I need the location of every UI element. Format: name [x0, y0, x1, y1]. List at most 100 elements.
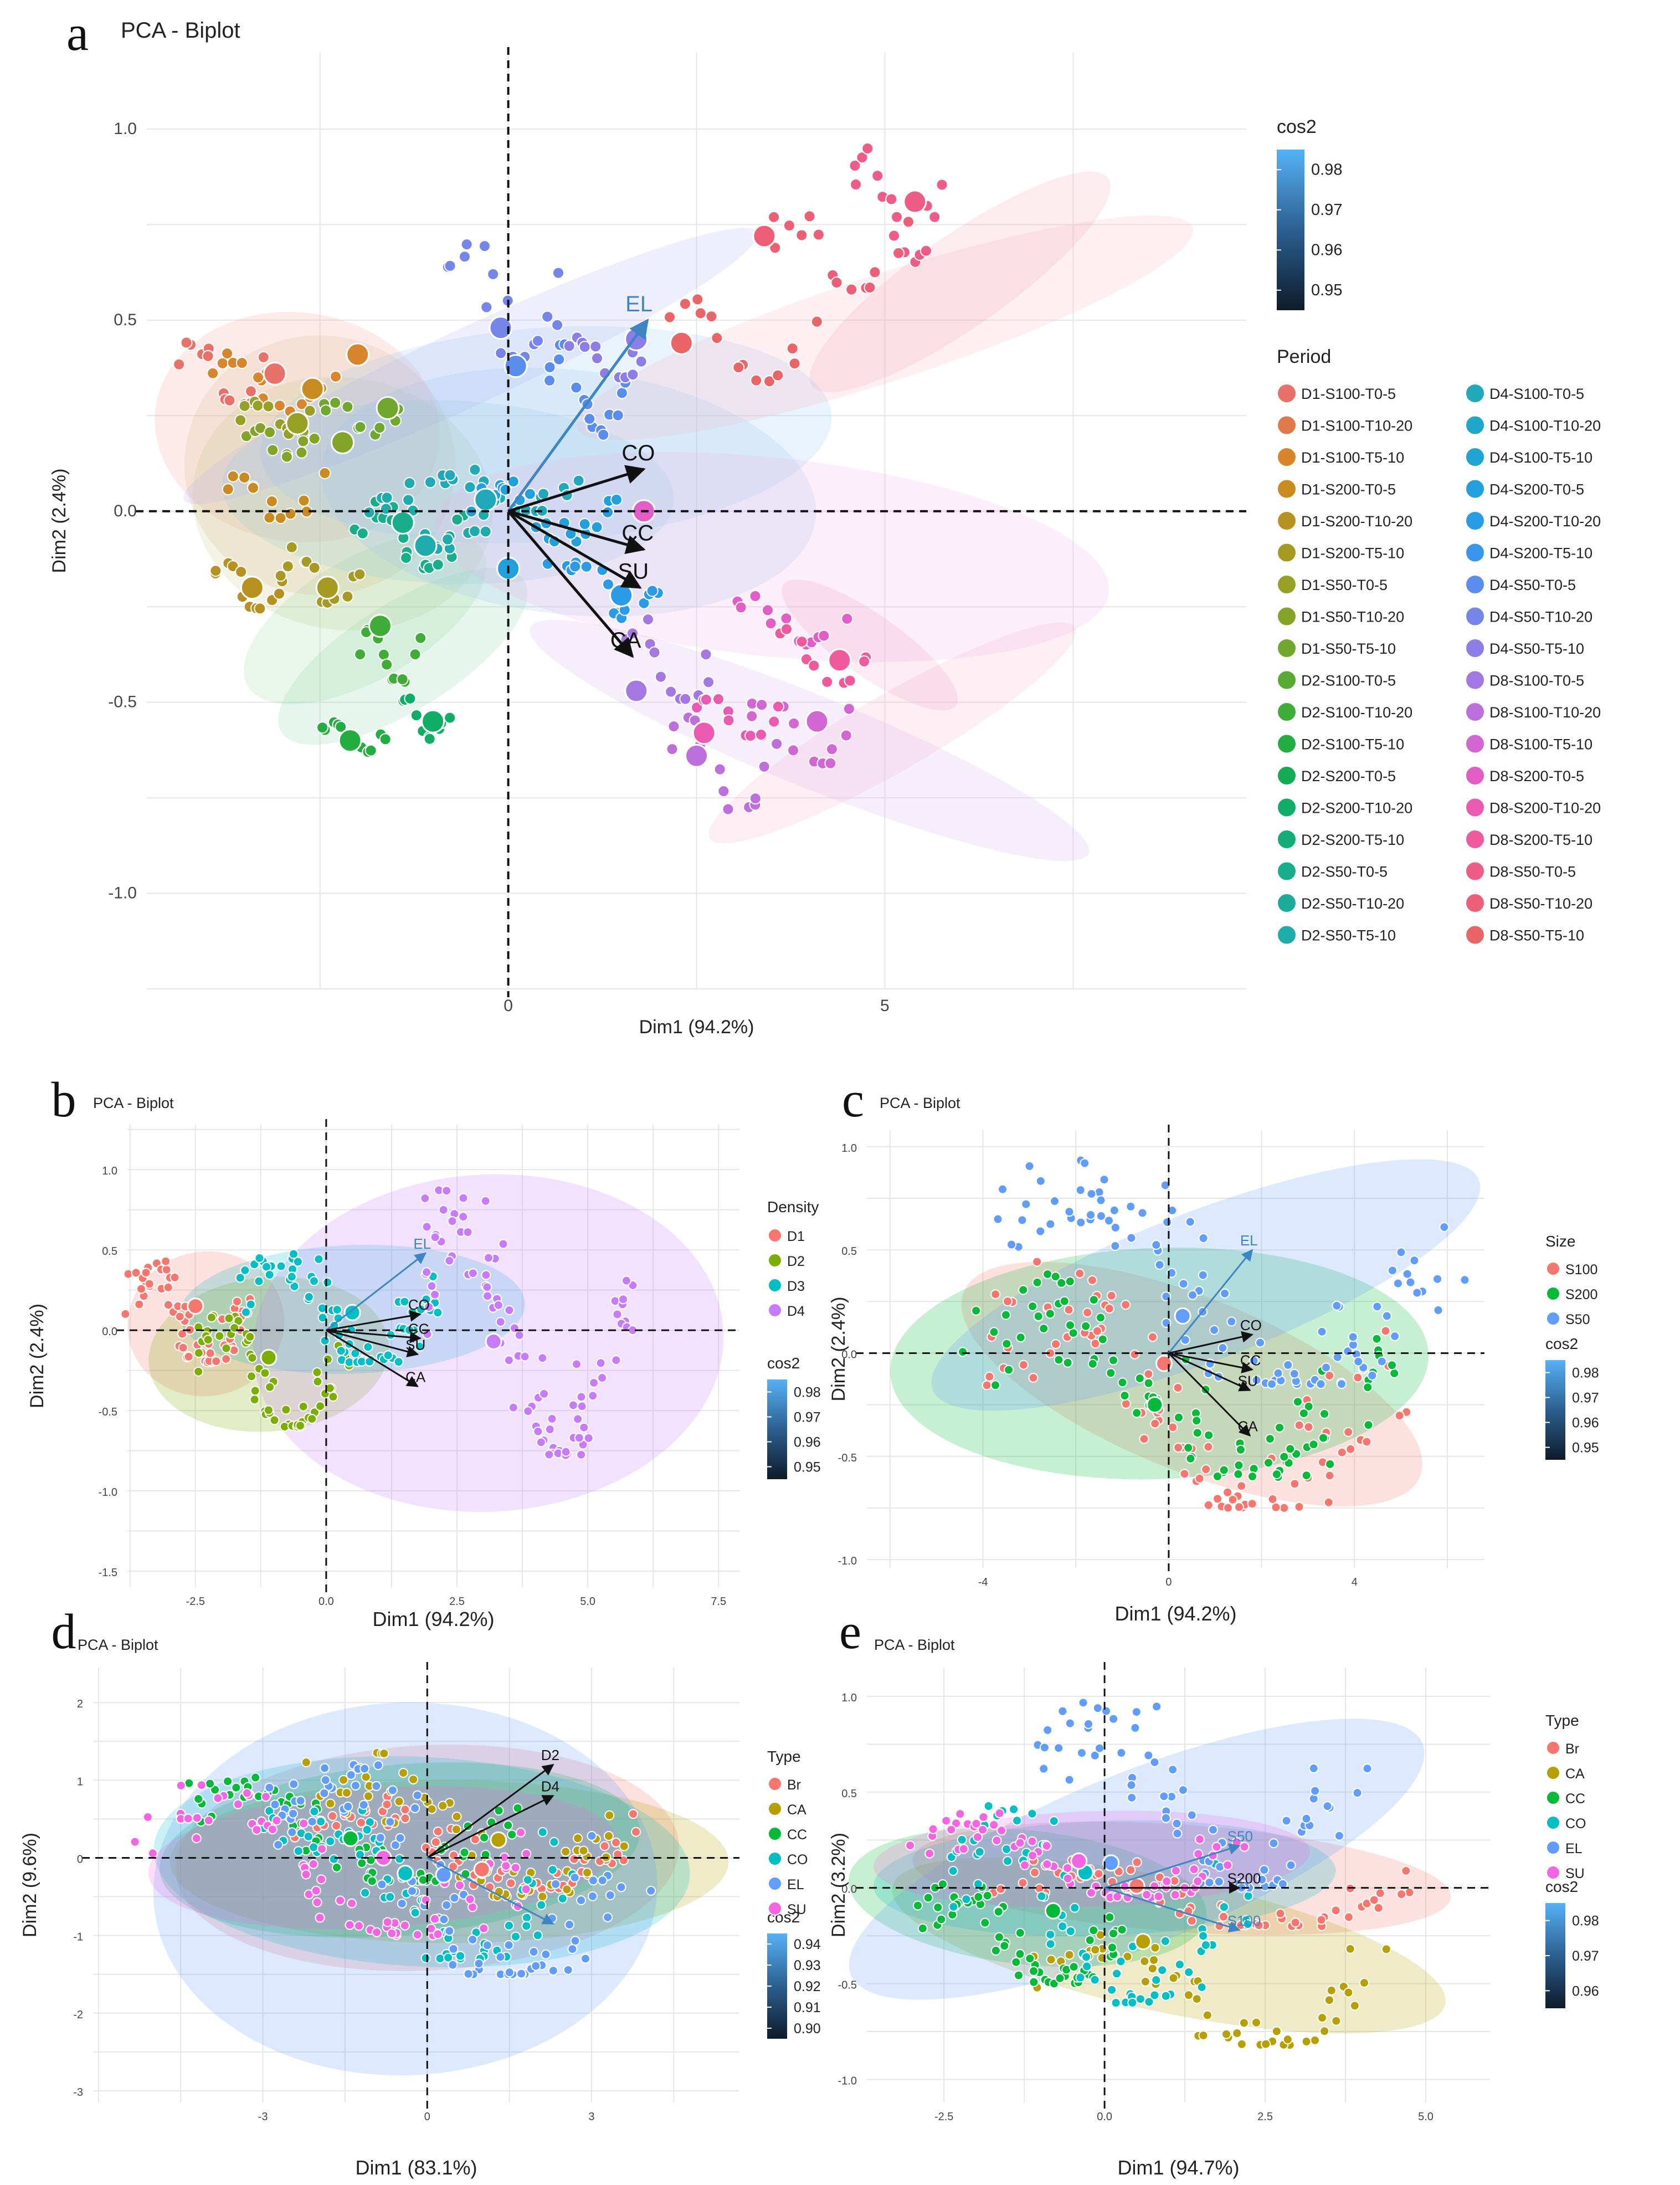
- data-point: [274, 570, 287, 582]
- vector-arrow: [507, 319, 649, 512]
- legend-swatch: [1277, 925, 1297, 945]
- data-point: [353, 568, 366, 581]
- group-centroid: [1044, 1902, 1062, 1920]
- data-point: [363, 506, 376, 519]
- data-point: [603, 1912, 613, 1922]
- data-point: [1394, 1410, 1405, 1421]
- data-point: [621, 1275, 631, 1286]
- data-point: [312, 1367, 322, 1378]
- y-tick-label: -0.5: [838, 1979, 857, 1992]
- data-points: [130, 1747, 656, 1979]
- data-point: [504, 1967, 515, 1978]
- data-point: [1303, 1401, 1314, 1412]
- data-point: [1255, 1337, 1266, 1348]
- data-point: [788, 357, 801, 370]
- legend-label: SU: [1565, 1866, 1585, 1881]
- data-point: [379, 733, 392, 746]
- data-point: [605, 1890, 615, 1901]
- data-point: [1080, 1158, 1090, 1168]
- legend-swatch: [1277, 447, 1297, 467]
- panel-letter: e: [839, 1604, 861, 1659]
- data-point: [590, 352, 603, 365]
- data-point: [1149, 1955, 1159, 1965]
- data-point: [1050, 1196, 1060, 1207]
- legend-swatch: [1277, 575, 1297, 594]
- data-point: [1294, 1501, 1304, 1512]
- confidence-ellipses: [148, 1702, 729, 2076]
- data-point: [314, 1254, 324, 1264]
- data-point: [297, 435, 310, 448]
- data-point: [322, 1354, 333, 1365]
- vector-arrow: [326, 1329, 419, 1357]
- data-point: [451, 1824, 461, 1835]
- data-point: [249, 1394, 260, 1405]
- data-point: [871, 170, 884, 182]
- data-point: [888, 229, 901, 242]
- data-point: [269, 1415, 280, 1425]
- legend-label: D1-S100-T5-10: [1301, 449, 1404, 466]
- data-point: [395, 1833, 405, 1843]
- data-point: [410, 709, 423, 722]
- data-point: [1055, 1973, 1065, 1983]
- data-point: [192, 1813, 202, 1823]
- data-point: [722, 803, 734, 815]
- data-point: [750, 374, 763, 387]
- data-point: [213, 1793, 223, 1803]
- data-point: [409, 648, 422, 661]
- data-point: [430, 1289, 440, 1300]
- data-point: [1004, 1365, 1014, 1375]
- data-point: [691, 293, 704, 306]
- x-tick-label: 2.5: [449, 1596, 465, 1608]
- data-point: [1092, 1703, 1103, 1714]
- data-point: [522, 1912, 532, 1923]
- vector-arrow: [427, 1763, 554, 1859]
- legend-item: EL: [768, 1876, 804, 1892]
- data-point: [247, 481, 260, 494]
- data-point: [346, 1769, 356, 1780]
- vector-arrow: [326, 1329, 419, 1387]
- data-point: [301, 1869, 311, 1880]
- data-point: [582, 1868, 593, 1878]
- confidence-ellipse: [782, 579, 958, 711]
- group-centroid: [685, 743, 708, 768]
- x-axis-label: Dim1 (94.2%): [372, 1608, 494, 1630]
- legend-swatch: [1465, 829, 1485, 849]
- data-point: [1202, 2010, 1213, 2020]
- legend-swatch: [1546, 1815, 1560, 1830]
- vector-arrow: [427, 1857, 554, 1925]
- data-point: [917, 1923, 928, 1933]
- data-point: [309, 1842, 319, 1853]
- legend-label: EL: [787, 1877, 804, 1892]
- legend-swatch: [1277, 511, 1297, 531]
- data-point: [1283, 1360, 1293, 1370]
- legend-item: D8-S100-T10-20: [1465, 702, 1601, 722]
- y-axis-label: Dim2 (9.6%): [19, 1833, 40, 1937]
- data-point: [961, 1894, 972, 1905]
- data-point: [732, 361, 745, 374]
- data-point: [298, 1401, 309, 1412]
- data-point: [1126, 1780, 1137, 1791]
- data-point: [531, 1961, 541, 1971]
- data-point: [928, 1824, 938, 1834]
- data-point: [504, 1940, 514, 1950]
- legend-swatch: [1465, 447, 1485, 467]
- legend-swatch: [1546, 1840, 1560, 1855]
- data-point: [974, 1847, 985, 1857]
- cos2-title: cos2: [767, 1355, 800, 1372]
- data-point: [120, 1309, 131, 1319]
- data-point: [1316, 1915, 1327, 1925]
- data-point: [638, 597, 650, 609]
- data-point: [487, 268, 500, 280]
- data-point: [1121, 1300, 1131, 1310]
- data-point: [1064, 1950, 1075, 1960]
- data-point: [1143, 1750, 1154, 1761]
- data-point: [1194, 1473, 1205, 1484]
- y-tick-label: -0.5: [108, 693, 137, 711]
- data-point: [249, 1259, 260, 1270]
- data-point: [506, 1878, 516, 1889]
- cos2-tick-label: 0.94: [794, 1937, 821, 1952]
- legend-label: S50: [1565, 1312, 1590, 1327]
- data-point: [982, 1380, 992, 1391]
- data-point: [287, 1827, 297, 1838]
- data-point: [1152, 1701, 1162, 1712]
